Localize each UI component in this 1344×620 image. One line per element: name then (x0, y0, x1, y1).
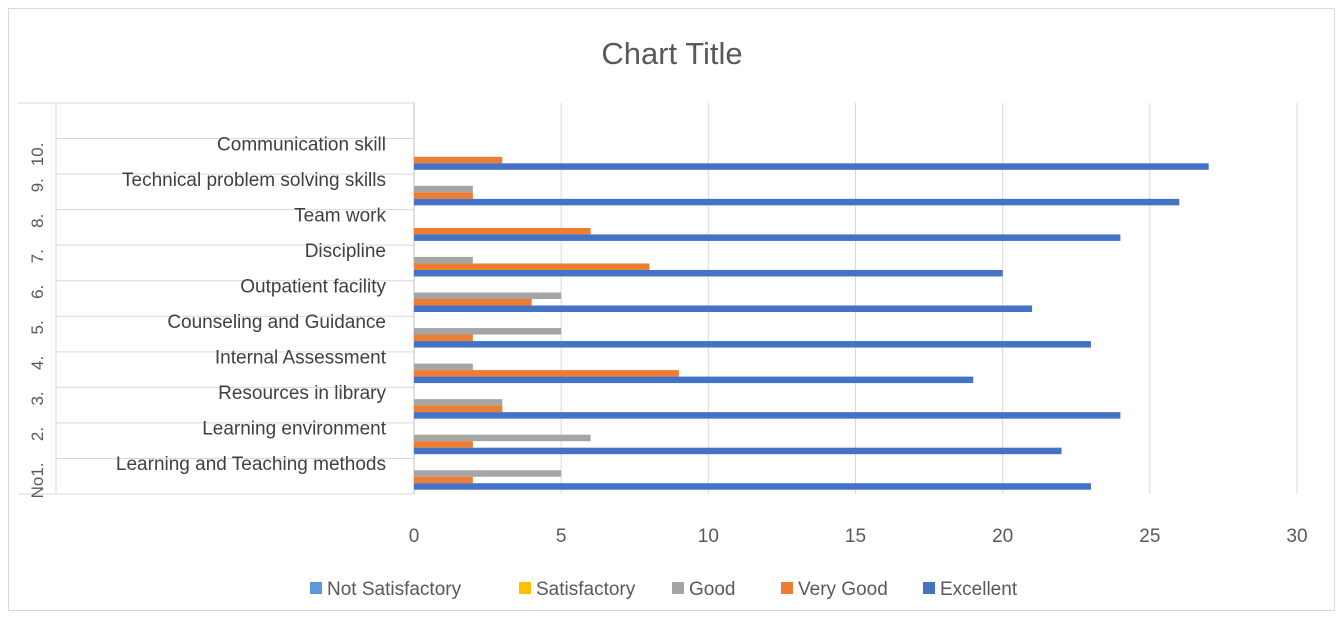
legend-swatch (672, 582, 684, 594)
bar (414, 234, 1120, 241)
legend-swatch (923, 582, 935, 594)
value-axis: 0 5 10 15 20 25 30 (409, 526, 1308, 547)
bar (414, 364, 473, 371)
legend-label: Good (689, 579, 735, 600)
bar (414, 293, 561, 300)
category-label: Learning and Teaching methods (116, 454, 386, 475)
legend-swatch (310, 582, 322, 594)
category-label: Technical problem solving skills (122, 170, 386, 191)
bar (414, 412, 1120, 419)
bar (414, 257, 473, 264)
x-tick-label: 15 (845, 526, 866, 547)
bar (414, 470, 561, 477)
bar (414, 263, 649, 270)
bar (414, 483, 1091, 490)
category-number: 9. (28, 178, 47, 192)
bar (414, 186, 473, 193)
category-axis: Learning and Teaching methods No1. Learnin… (18, 103, 414, 498)
category-label: Team work (294, 205, 386, 226)
x-tick-label: 5 (556, 526, 567, 547)
chart-title: Chart Title (601, 36, 742, 71)
bar (414, 377, 973, 384)
category-number: 8. (28, 214, 47, 228)
bar (414, 228, 591, 235)
category-number: 10. (28, 143, 47, 167)
bar (414, 157, 502, 164)
bar (414, 192, 473, 199)
category-label: Counseling and Guidance (167, 312, 386, 333)
legend-label: Not Satisfactory (327, 579, 462, 600)
category-number: 5. (28, 320, 47, 334)
bar (414, 341, 1091, 348)
category-label: Internal Assessment (215, 348, 387, 369)
bar (414, 328, 561, 335)
bar (414, 399, 502, 406)
bar (414, 448, 1062, 455)
legend-swatch (781, 582, 793, 594)
bar (414, 306, 1032, 313)
legend-label: Excellent (940, 579, 1018, 600)
category-number: 6. (28, 285, 47, 299)
category-label: Resources in library (218, 383, 386, 404)
bar (414, 335, 473, 342)
category-number: 4. (28, 356, 47, 370)
legend-label: Satisfactory (536, 579, 636, 600)
legend-label: Very Good (798, 579, 888, 600)
category-number: 2. (28, 427, 47, 441)
category-label: Outpatient facility (240, 277, 386, 298)
category-label: Communication skill (217, 134, 386, 155)
category-number: No1. (28, 462, 47, 498)
bar (414, 163, 1209, 170)
x-tick-label: 0 (409, 526, 420, 547)
x-tick-label: 30 (1286, 526, 1307, 547)
bars (414, 157, 1209, 490)
bar (414, 270, 1003, 277)
bar (414, 299, 532, 306)
bar (414, 199, 1179, 206)
bar (414, 441, 473, 448)
bar (414, 370, 679, 377)
x-tick-label: 10 (698, 526, 719, 547)
x-tick-label: 20 (992, 526, 1013, 547)
category-number: 7. (28, 249, 47, 263)
category-number: 3. (28, 391, 47, 405)
grid-lines (561, 103, 1297, 494)
legend: Not Satisfactory Satisfactory Good Very Goo… (310, 579, 1018, 600)
x-tick-label: 25 (1139, 526, 1160, 547)
bar (414, 406, 502, 413)
bar (414, 477, 473, 484)
category-label: Discipline (305, 241, 386, 262)
category-label: Learning environment (202, 419, 387, 440)
legend-swatch (519, 582, 531, 594)
bar (414, 435, 591, 442)
